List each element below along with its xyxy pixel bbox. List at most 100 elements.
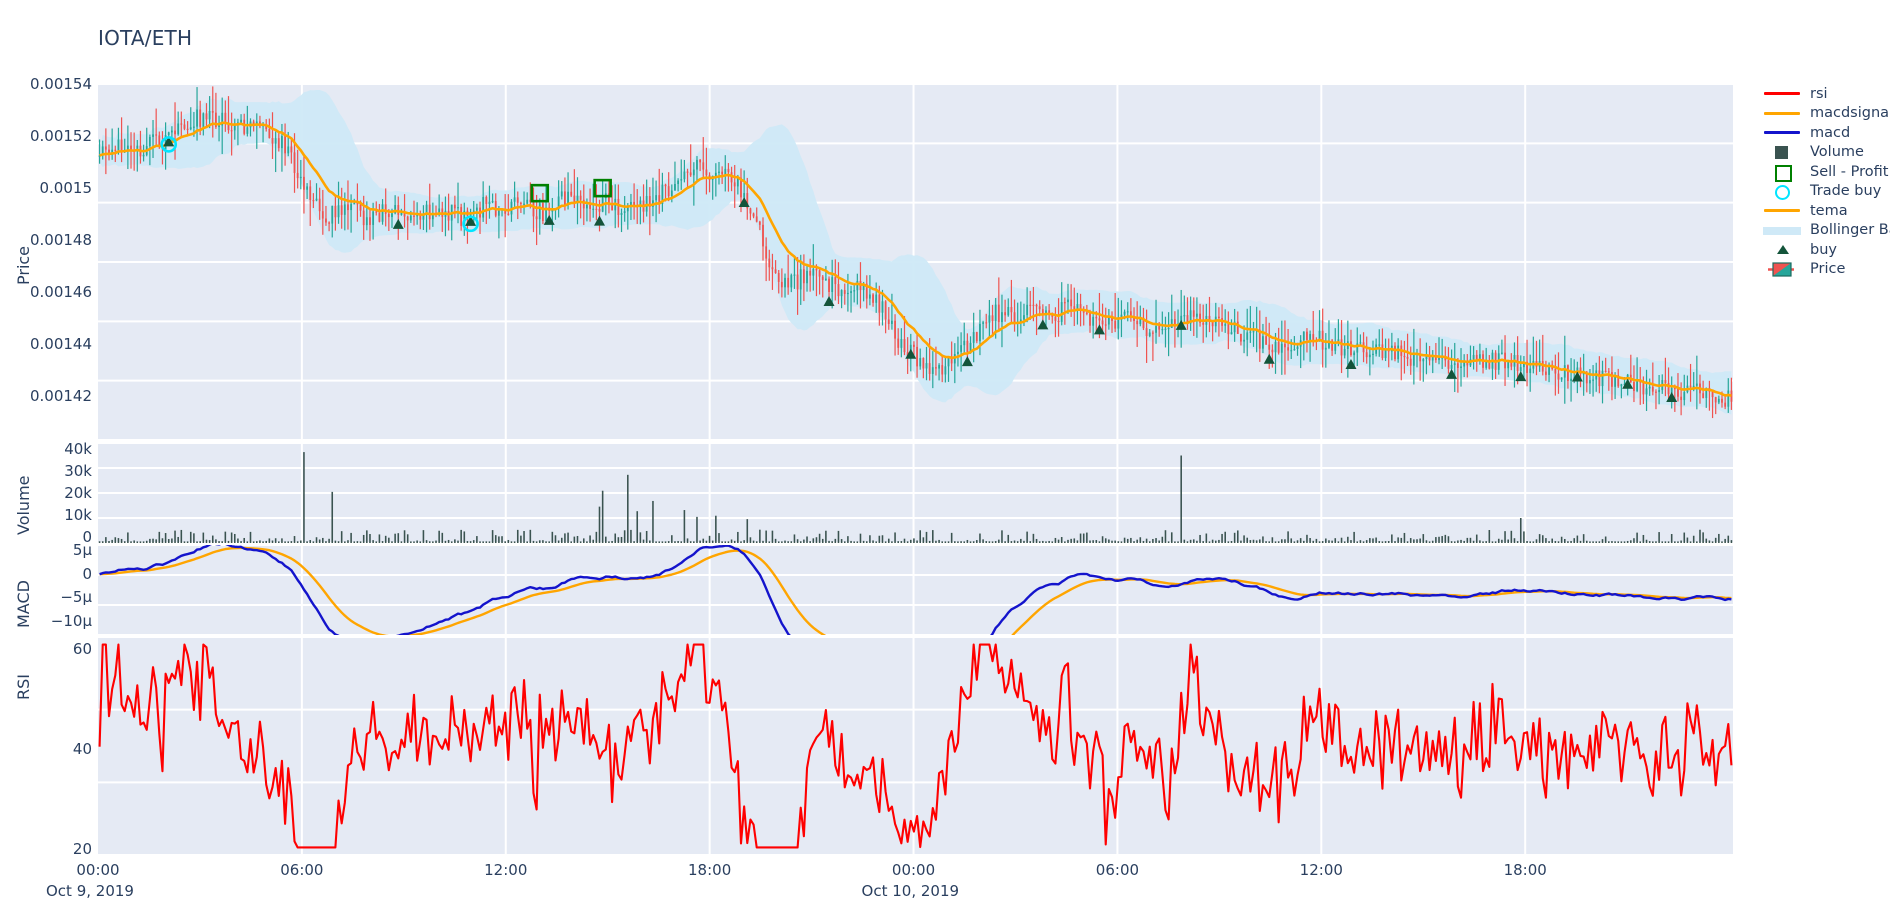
volume-bar bbox=[636, 511, 639, 543]
volume-bar bbox=[608, 541, 610, 543]
volume-bar bbox=[708, 535, 711, 543]
volume-bar bbox=[1469, 537, 1472, 543]
volume-bar bbox=[538, 540, 541, 543]
legend-item[interactable]: macdsignal bbox=[1760, 104, 1890, 124]
volume-bar bbox=[1196, 540, 1198, 543]
volume-bar bbox=[601, 490, 604, 543]
volume-bar bbox=[350, 532, 352, 543]
legend-square-open-icon bbox=[1760, 162, 1804, 183]
volume-bar bbox=[281, 538, 283, 543]
volume-bar bbox=[504, 541, 506, 543]
legend-item-label: macd bbox=[1810, 124, 1851, 141]
legend-item[interactable]: Price bbox=[1760, 260, 1890, 280]
volume-bar bbox=[513, 541, 516, 543]
volume-bar bbox=[331, 491, 334, 543]
volume-bar bbox=[1648, 541, 1651, 543]
legend-item[interactable]: rsi bbox=[1760, 84, 1890, 104]
volume-bar bbox=[516, 529, 519, 543]
volume-bar bbox=[1466, 537, 1469, 543]
axis-tick-label: 5μ bbox=[72, 541, 92, 559]
volume-bar bbox=[410, 541, 412, 543]
buy-marker bbox=[1345, 359, 1357, 370]
volume-bar bbox=[432, 541, 434, 543]
volume-bar bbox=[617, 537, 620, 543]
volume-bar bbox=[762, 540, 764, 543]
volume-bar bbox=[831, 541, 833, 543]
axis-tick-label: 60 bbox=[72, 640, 92, 658]
axis-tick-label: −5μ bbox=[60, 588, 92, 607]
buy-marker bbox=[1515, 371, 1527, 382]
volume-bar bbox=[1497, 538, 1500, 543]
volume-bar bbox=[1221, 533, 1223, 543]
volume-bar bbox=[1180, 455, 1182, 543]
legend-line-icon bbox=[1760, 201, 1804, 220]
volume-bar bbox=[1680, 540, 1682, 543]
volume-bar bbox=[1633, 538, 1635, 543]
legend-item[interactable]: Bollinger Band bbox=[1760, 221, 1890, 241]
price-plot bbox=[98, 84, 1733, 440]
volume-bar bbox=[928, 540, 931, 543]
volume-bar bbox=[1035, 538, 1038, 543]
volume-bar bbox=[1004, 541, 1006, 543]
legend-item[interactable]: Trade buy bbox=[1760, 182, 1890, 202]
volume-bar bbox=[139, 541, 142, 543]
volume-bar bbox=[941, 541, 944, 543]
volume-bar bbox=[1422, 534, 1425, 543]
volume-bar bbox=[406, 534, 409, 543]
volume-bar bbox=[1645, 539, 1648, 543]
volume-bar bbox=[1551, 538, 1553, 543]
volume-bar bbox=[246, 541, 249, 543]
volume-bar bbox=[419, 541, 422, 543]
volume-bar bbox=[208, 540, 211, 543]
volume-bar bbox=[1211, 539, 1214, 543]
volume-bar bbox=[1438, 536, 1440, 543]
volume-bar bbox=[711, 540, 714, 543]
legend-item[interactable]: macd bbox=[1760, 123, 1890, 143]
buy-marker bbox=[1446, 368, 1458, 379]
volume-bar bbox=[976, 540, 978, 543]
volume-bar bbox=[1218, 539, 1220, 543]
volume-bar bbox=[639, 532, 642, 543]
volume-bar bbox=[1192, 539, 1195, 543]
volume-bar bbox=[557, 540, 560, 543]
volume-bar bbox=[199, 541, 201, 543]
volume-bar bbox=[507, 539, 510, 543]
volume-bar bbox=[1463, 540, 1465, 543]
volume-bar bbox=[1208, 541, 1211, 543]
legend-item[interactable]: Volume bbox=[1760, 143, 1890, 163]
legend-line-icon bbox=[1760, 123, 1804, 142]
axis-tick-label: 40k bbox=[64, 440, 92, 458]
volume-bar bbox=[136, 541, 139, 543]
volume-bar bbox=[759, 529, 761, 543]
volume-bar bbox=[985, 541, 988, 543]
volume-bar bbox=[381, 541, 384, 543]
volume-bar bbox=[215, 539, 217, 543]
legend-item[interactable]: Sell - Profit bbox=[1760, 162, 1890, 183]
volume-bar bbox=[746, 519, 749, 543]
volume-bar bbox=[454, 539, 456, 543]
volume-bar bbox=[1504, 531, 1506, 543]
volume-bar bbox=[1199, 534, 1201, 543]
volume-bar bbox=[1689, 541, 1692, 543]
volume-bar bbox=[891, 541, 893, 543]
rsi-panel bbox=[98, 637, 1733, 855]
axis-tick-label: 20k bbox=[64, 484, 92, 502]
volume-bar bbox=[1548, 541, 1550, 543]
legend-triangle-icon bbox=[1760, 240, 1804, 259]
volume-bar bbox=[340, 531, 343, 543]
volume-bar bbox=[913, 538, 915, 543]
volume-bar bbox=[526, 541, 528, 543]
legend-item[interactable]: buy bbox=[1760, 240, 1890, 260]
volume-bar bbox=[825, 530, 827, 543]
volume-bar bbox=[520, 535, 522, 543]
legend-item[interactable]: tema bbox=[1760, 201, 1890, 221]
volume-bar bbox=[768, 541, 771, 543]
volume-bar bbox=[1447, 536, 1450, 543]
volume-bar bbox=[384, 535, 387, 543]
volume-bar bbox=[1705, 538, 1708, 543]
volume-bar bbox=[494, 535, 497, 543]
volume-bar bbox=[1545, 538, 1547, 543]
volume-bar bbox=[111, 539, 113, 543]
volume-bar bbox=[501, 536, 503, 543]
volume-bar bbox=[721, 541, 723, 543]
